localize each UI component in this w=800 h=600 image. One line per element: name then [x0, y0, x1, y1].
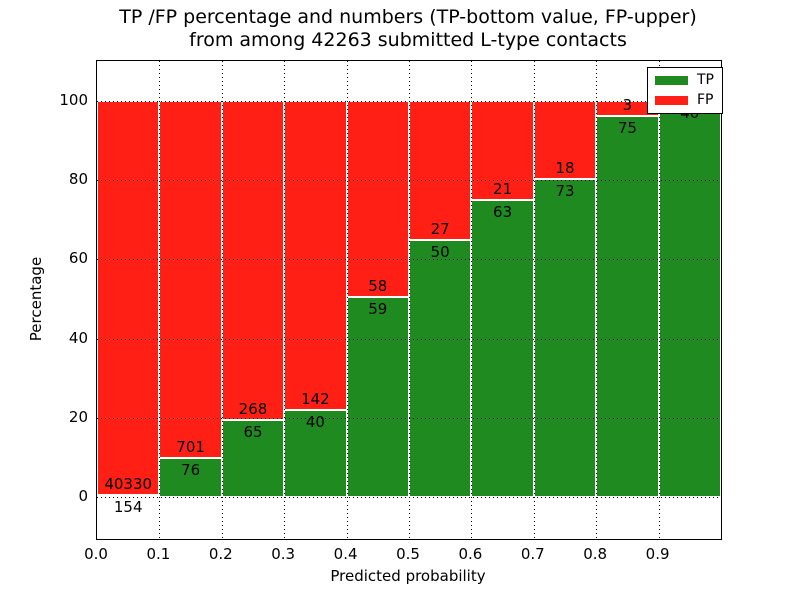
bar-tp-count-label: 63: [493, 203, 513, 221]
v-gridline: [533, 61, 535, 539]
bar-tp-segment: [658, 101, 721, 497]
bar-fp-count-label: 27: [430, 219, 450, 238]
bar-tp-segment: [471, 200, 534, 497]
y-tick-label: 0: [78, 487, 88, 505]
h-gridline: [97, 101, 721, 102]
bar-tp-count-label: 76: [181, 461, 201, 480]
x-tick-label: 0.0: [84, 545, 108, 563]
chart-title-line1: TP /FP percentage and numbers (TP-bottom…: [119, 6, 697, 28]
legend-entry-tp: TP: [655, 73, 714, 88]
y-tick-label: 20: [68, 407, 88, 426]
x-tick-label: 0.8: [583, 545, 608, 563]
y-axis-label: Percentage: [27, 256, 45, 342]
x-tick-label: 0.6: [458, 545, 483, 563]
chart-title: TP /FP percentage and numbers (TP-bottom…: [96, 6, 720, 52]
bar-fp-count-label: 3: [622, 96, 633, 115]
bar-fp-count-label: 701: [176, 438, 205, 457]
x-tick-label: 0.4: [333, 545, 358, 563]
legend: TP FP: [647, 67, 723, 114]
bar-fp-count-label: 40330: [104, 475, 153, 494]
bar-tp-segment: [346, 297, 409, 497]
bar-tp-segment: [159, 458, 222, 497]
bar-tp-segment: [221, 419, 285, 497]
bar-fp-count-label: 268: [238, 399, 268, 418]
bar-tp-segment: [596, 116, 659, 497]
y-tick-label: 40: [68, 328, 88, 347]
v-gridline: [159, 61, 161, 539]
fp-swatch-icon: [655, 96, 688, 105]
v-gridline: [409, 61, 410, 539]
plot-area: 40330 154 701 76 268 65 142 40 58 59 27 50 21 63 18 73 3…: [96, 60, 723, 540]
bar-tp-count-label: 50: [430, 242, 450, 261]
chart-title-line2: from among 42263 submitted L-type contac…: [189, 29, 627, 51]
v-gridline: [658, 61, 660, 539]
bar-fp-segment: [97, 101, 160, 496]
tp-swatch-icon: [655, 76, 688, 85]
bar-tp-count-label: 59: [368, 300, 388, 319]
x-tick-label: 0.1: [146, 545, 171, 563]
h-gridline: [97, 259, 721, 261]
v-gridline: [346, 61, 348, 539]
bar-fp-segment: [533, 101, 597, 180]
bar-fp-segment: [159, 101, 222, 459]
y-tick-label: 100: [59, 91, 88, 109]
h-gridline: [97, 180, 721, 182]
y-tick-label: 80: [68, 170, 88, 189]
bar-fp-count-label: 21: [493, 180, 513, 198]
h-gridline: [97, 417, 721, 419]
y-tick-label: 60: [68, 249, 88, 268]
x-axis-label: Predicted probability: [330, 567, 486, 585]
bar-fp-segment: [471, 101, 534, 200]
x-tick-label: 0.7: [520, 545, 545, 563]
bar-tp-count-label: 40: [305, 412, 325, 431]
v-gridline: [596, 61, 598, 539]
h-gridline: [97, 497, 721, 498]
x-tick-label: 0.9: [645, 545, 670, 563]
bar-tp-count-label: 154: [113, 498, 143, 517]
legend-label-fp: FP: [697, 92, 714, 108]
v-gridline: [284, 61, 286, 539]
bar-tp-segment: [533, 179, 597, 497]
bar-tp-segment: [97, 495, 160, 498]
bar-fp-segment: [346, 101, 409, 298]
bar-tp-count-label: 75: [617, 119, 637, 138]
bar-fp-count-label: 58: [368, 277, 388, 296]
bar-tp-segment: [284, 409, 347, 497]
bar-tp-count-label: 73: [555, 182, 575, 201]
x-tick-label: 0.5: [396, 545, 420, 563]
legend-entry-fp: FP: [655, 93, 714, 108]
x-tick-label: 0.3: [271, 545, 296, 563]
v-gridline: [471, 61, 473, 539]
bar-fp-segment: [284, 101, 347, 410]
bar-tp-segment: [409, 239, 472, 497]
x-tick-label: 0.2: [208, 545, 233, 563]
bar-fp-count-label: 142: [301, 389, 330, 408]
legend-label-tp: TP: [697, 72, 714, 88]
v-gridline: [221, 61, 223, 539]
bar-tp-count-label: 65: [243, 422, 263, 441]
bar-fp-count-label: 18: [555, 159, 575, 178]
h-gridline: [97, 338, 721, 340]
